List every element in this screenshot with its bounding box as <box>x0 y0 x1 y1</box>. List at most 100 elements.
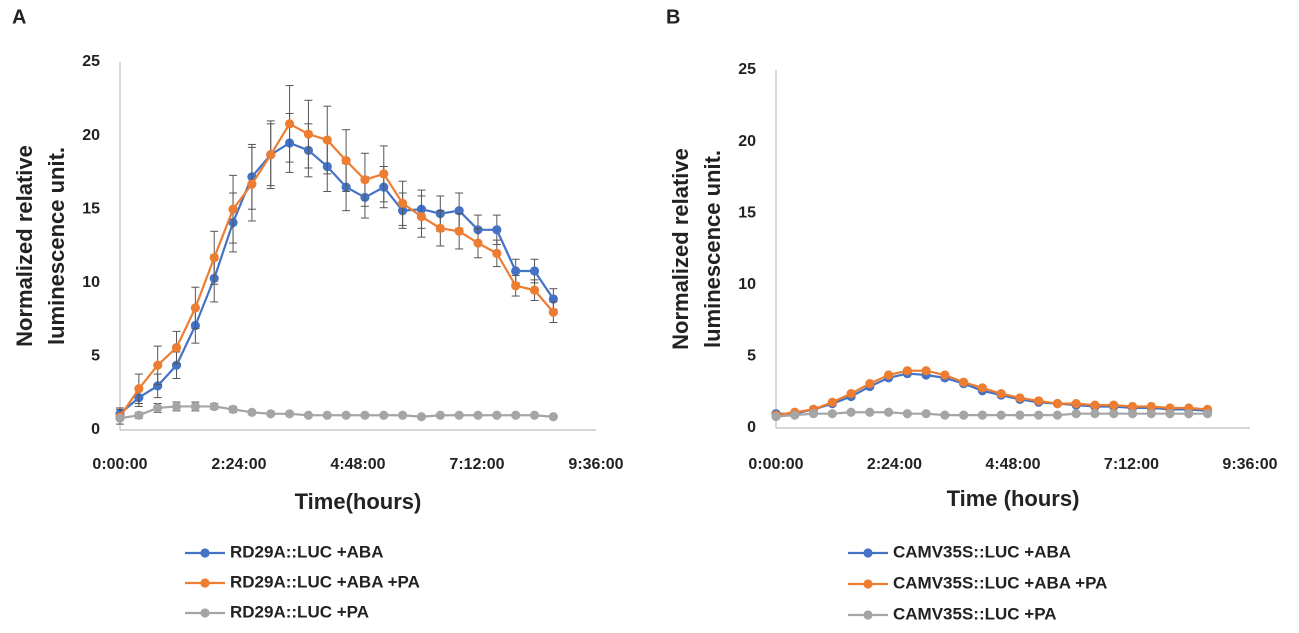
point <box>865 407 875 417</box>
y-axis-title: Normalized relative <box>668 148 693 350</box>
point <box>827 409 837 419</box>
point <box>153 381 163 391</box>
point <box>416 412 427 422</box>
legend-label: CAMV35S::LUC +ABA +PA <box>893 573 1107 592</box>
x-tick-label: 0:00:00 <box>92 456 147 473</box>
point <box>228 204 238 214</box>
x-axis-title: Time (hours) <box>947 486 1080 511</box>
point <box>511 410 521 420</box>
point <box>209 401 219 412</box>
point <box>977 410 987 420</box>
point <box>548 294 558 304</box>
legend-label: RD29A::LUC +ABA <box>230 542 383 561</box>
point <box>511 266 521 276</box>
point <box>171 401 182 412</box>
point <box>1071 399 1081 409</box>
y-tick-label: 10 <box>738 276 756 293</box>
point <box>996 389 1006 399</box>
point <box>1015 410 1025 420</box>
point <box>529 266 540 276</box>
legend-label: CAMV35S::LUC +PA <box>893 604 1057 623</box>
point <box>303 129 314 139</box>
point <box>921 366 931 376</box>
point <box>303 410 314 420</box>
series-line <box>775 411 1208 418</box>
point <box>790 410 800 420</box>
point <box>1184 409 1194 419</box>
point <box>1146 401 1156 412</box>
point <box>360 410 370 420</box>
point <box>959 377 969 387</box>
point <box>266 150 276 160</box>
x-axis-title: Time(hours) <box>295 489 422 514</box>
point <box>902 366 912 376</box>
point <box>996 410 1006 420</box>
y-tick-label: 25 <box>82 53 100 70</box>
point <box>473 410 483 420</box>
series-line <box>776 372 1208 415</box>
point <box>1090 400 1100 410</box>
y-axis-title: luminescence unit. <box>44 147 69 345</box>
legend-marker <box>863 610 873 620</box>
point <box>435 223 445 233</box>
point <box>1015 393 1025 403</box>
point <box>153 403 163 413</box>
point <box>1146 409 1156 419</box>
x-tick-label: 9:36:00 <box>1222 456 1277 473</box>
y-tick-label: 15 <box>738 204 756 221</box>
point <box>190 401 200 412</box>
point <box>360 175 370 185</box>
point <box>1071 409 1081 419</box>
point <box>473 238 483 248</box>
panel-label: A <box>12 6 26 28</box>
point <box>322 135 332 145</box>
legend-marker <box>200 548 210 558</box>
legend-marker <box>200 608 210 618</box>
point <box>529 285 540 295</box>
y-axis-title: luminescence unit. <box>700 150 725 348</box>
point <box>492 248 502 258</box>
point <box>548 412 558 422</box>
panel-label: B <box>666 6 680 28</box>
legend-marker <box>863 579 873 589</box>
y-tick-label: 5 <box>91 348 100 365</box>
point <box>959 410 969 420</box>
x-tick-label: 4:48:00 <box>330 456 385 473</box>
legend-marker <box>863 548 873 558</box>
point <box>846 407 856 417</box>
point <box>1202 409 1213 419</box>
y-tick-label: 0 <box>747 419 756 436</box>
point <box>284 409 295 419</box>
point <box>921 409 931 419</box>
x-tick-label: 2:24:00 <box>211 456 266 473</box>
point <box>1034 410 1044 420</box>
point <box>529 410 540 420</box>
y-tick-label: 15 <box>82 200 100 217</box>
point <box>1127 409 1138 419</box>
point <box>134 410 144 420</box>
point <box>454 206 464 216</box>
legend-label: CAMV35S::LUC +ABA <box>893 542 1071 561</box>
point <box>115 413 125 423</box>
point <box>228 404 238 414</box>
point <box>1052 399 1063 409</box>
y-tick-label: 20 <box>738 133 756 150</box>
point <box>1165 409 1175 419</box>
series-line <box>119 122 555 418</box>
point <box>977 383 987 393</box>
y-tick-label: 25 <box>738 61 756 78</box>
point <box>808 409 819 419</box>
point <box>865 379 875 389</box>
point <box>398 410 408 420</box>
y-tick-label: 0 <box>91 421 100 438</box>
point <box>247 407 257 417</box>
point <box>247 179 257 189</box>
y-tick-label: 5 <box>747 348 756 365</box>
series-line <box>119 141 555 415</box>
point <box>153 360 163 370</box>
point <box>341 410 351 420</box>
y-tick-label: 20 <box>82 127 100 144</box>
point <box>171 360 182 370</box>
point <box>416 211 427 222</box>
point <box>827 397 837 407</box>
